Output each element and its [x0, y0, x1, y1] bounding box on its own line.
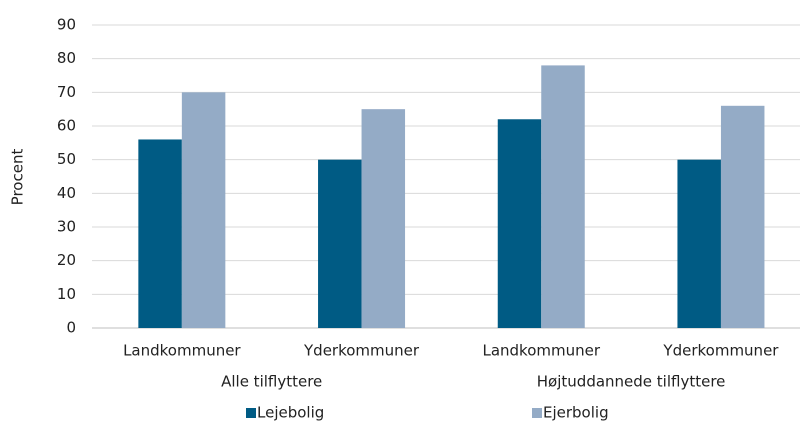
y-tick-label: 40	[57, 184, 76, 202]
bar	[181, 92, 226, 328]
bar	[541, 65, 585, 329]
y-tick-label: 30	[57, 218, 76, 236]
legend-label: Ejerbolig	[543, 404, 609, 422]
y-tick-label: 90	[57, 16, 76, 34]
y-tick-label: 60	[57, 117, 76, 135]
y-axis-label: Procent	[9, 149, 27, 206]
bar	[720, 105, 765, 328]
x-tick-label: Yderkommuner	[303, 342, 420, 360]
bar	[361, 109, 406, 329]
y-tick-label: 80	[57, 49, 76, 67]
group-label: Alle tilflyttere	[221, 373, 322, 391]
bar	[497, 119, 542, 329]
group-label: Højtuddannede tilflyttere	[537, 373, 726, 391]
y-tick-label: 10	[57, 285, 76, 303]
legend-label: Lejebolig	[257, 404, 324, 422]
x-tick-label: Landkommuner	[482, 342, 600, 360]
y-tick-label: 70	[57, 83, 76, 101]
legend-swatch	[532, 408, 542, 418]
x-tick-label: Yderkommuner	[662, 342, 779, 360]
bar	[318, 159, 362, 328]
y-tick-label: 0	[66, 319, 76, 337]
bar	[138, 139, 182, 328]
bar	[677, 159, 721, 328]
legend-swatch	[246, 408, 256, 418]
x-tick-label: Landkommuner	[123, 342, 241, 360]
y-tick-label: 50	[57, 150, 76, 168]
y-tick-label: 20	[57, 251, 76, 269]
